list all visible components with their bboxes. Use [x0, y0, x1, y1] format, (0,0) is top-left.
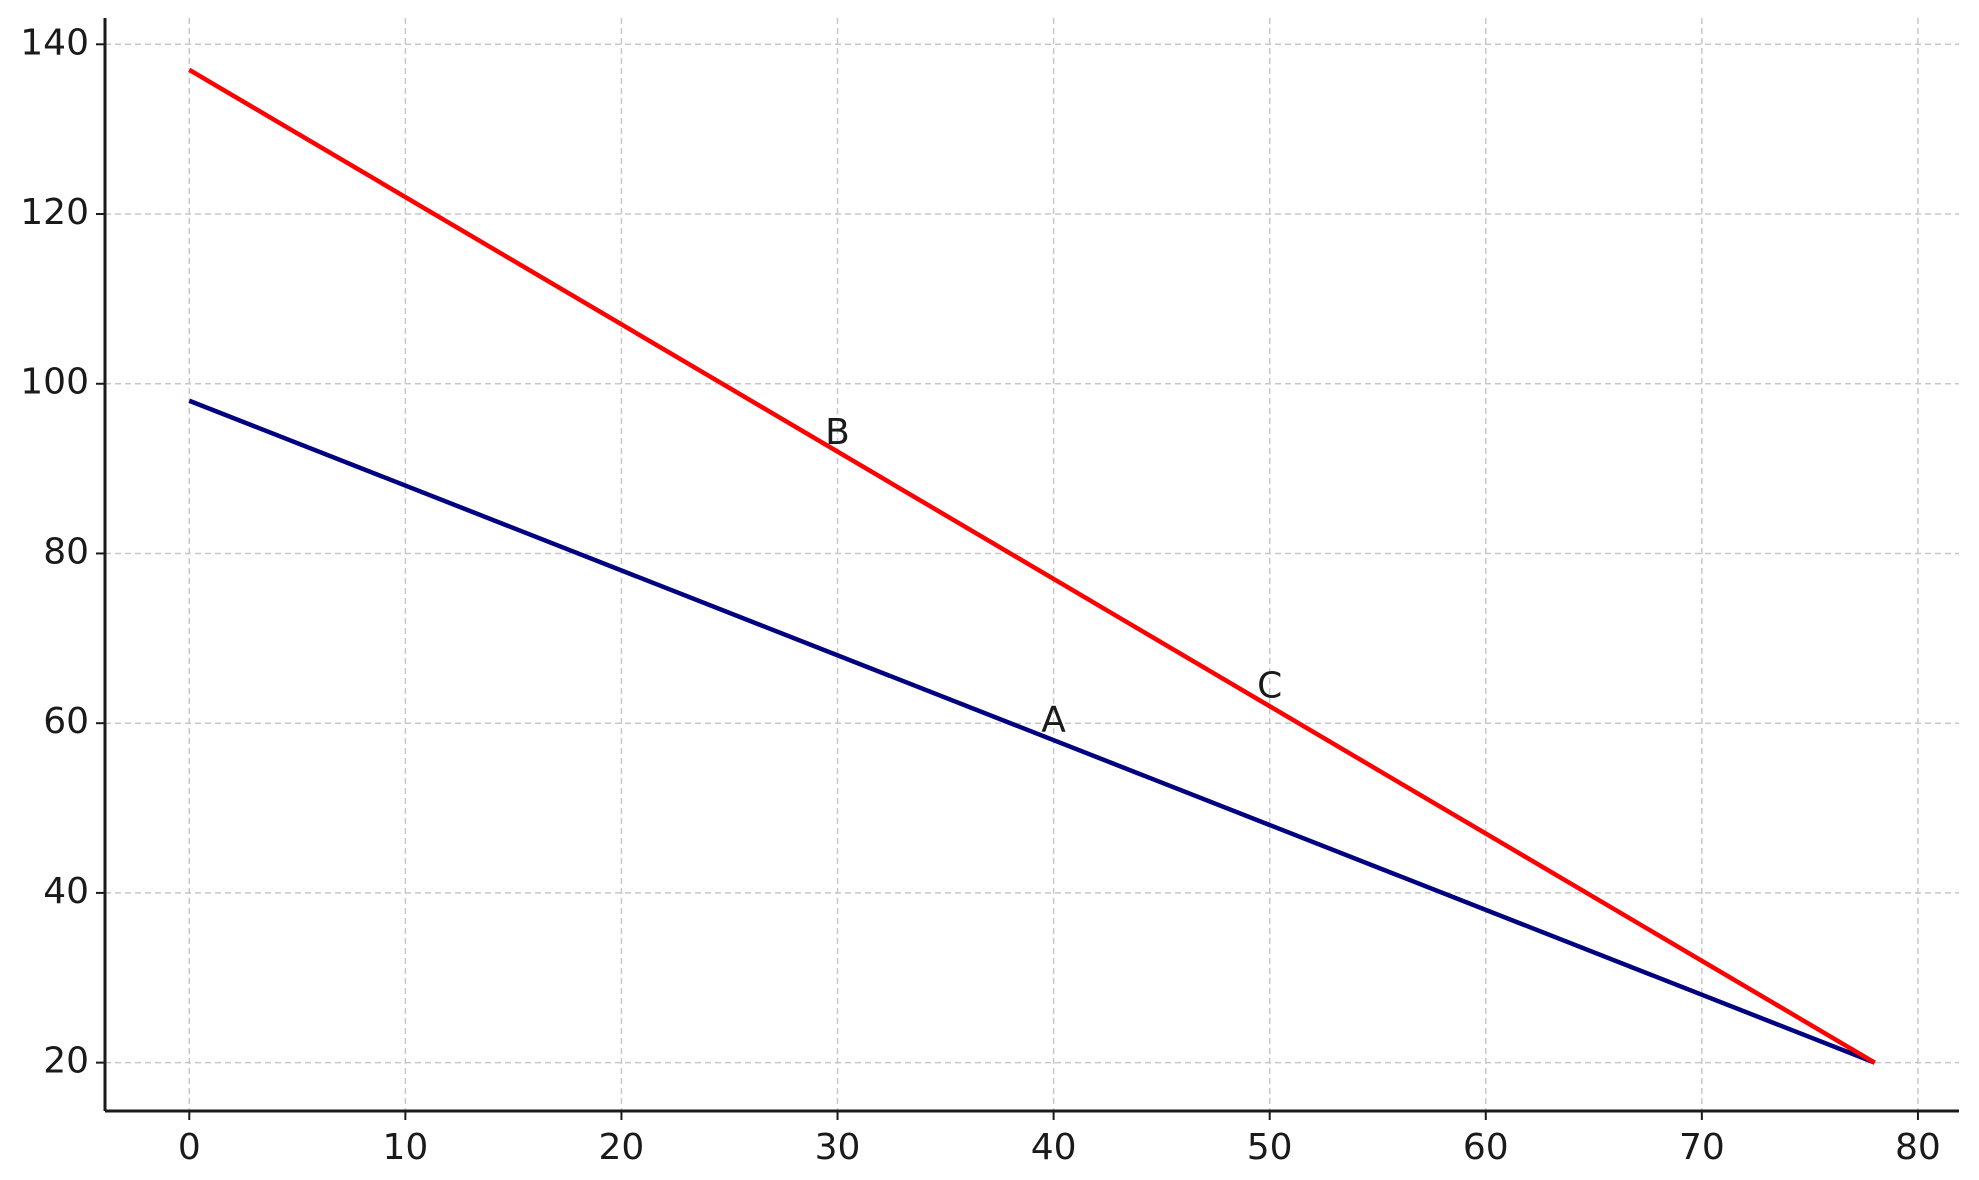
data-line	[188, 67, 1876, 1065]
annotation: A	[1041, 700, 1066, 741]
y-tick-label: 100	[20, 362, 89, 403]
x-tick-label: 20	[599, 1127, 645, 1168]
x-tick-label: 0	[178, 1127, 201, 1168]
x-tick-label: 50	[1247, 1127, 1293, 1168]
annotation: C	[1257, 666, 1282, 707]
x-tick-label: 80	[1895, 1127, 1941, 1168]
x-tick-label: 40	[1031, 1127, 1077, 1168]
y-tick-label: 60	[43, 701, 89, 742]
x-tick-label: 10	[382, 1127, 428, 1168]
y-tick-label: 120	[20, 192, 89, 233]
y-tick-label: 80	[43, 531, 89, 572]
y-tick-label: 20	[43, 1041, 89, 1082]
annotation: B	[825, 412, 850, 453]
y-tick-label: 140	[20, 22, 89, 63]
x-tick-label: 60	[1463, 1127, 1509, 1168]
data-line	[188, 398, 1876, 1065]
x-tick-label: 30	[815, 1127, 861, 1168]
y-tick-label: 40	[43, 871, 89, 912]
x-tick-label: 70	[1679, 1127, 1725, 1168]
